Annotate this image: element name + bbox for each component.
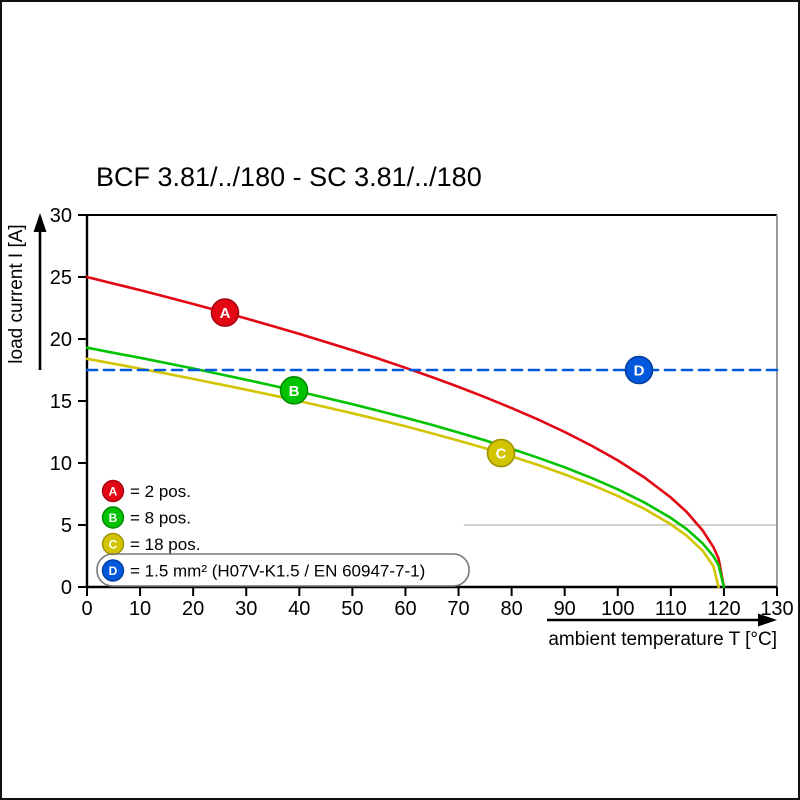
y-tick-label: 20 bbox=[50, 329, 72, 351]
x-tick-label: 70 bbox=[447, 598, 469, 620]
legend-label-C: = 18 pos. bbox=[130, 535, 200, 554]
x-tick-label: 50 bbox=[341, 598, 363, 620]
legend-marker-B bbox=[101, 506, 125, 529]
marker-letter-C: C bbox=[496, 446, 507, 463]
y-axis-arrow-icon bbox=[33, 213, 47, 232]
x-axis-arrow-icon bbox=[758, 613, 777, 627]
marker-letter-A: A bbox=[220, 305, 231, 322]
legend-letter-A: A bbox=[109, 485, 118, 499]
x-tick-label: 10 bbox=[129, 598, 151, 620]
legend-marker-D bbox=[101, 559, 125, 582]
curve-A bbox=[85, 275, 726, 589]
x-tick-label: 0 bbox=[81, 598, 92, 620]
x-tick-label: 40 bbox=[288, 598, 310, 620]
marker-B bbox=[279, 376, 309, 405]
x-tick-label: 90 bbox=[554, 598, 576, 620]
y-tick-label: 25 bbox=[50, 267, 72, 289]
legend-label-D: = 1.5 mm² (H07V-K1.5 / EN 60947-7-1) bbox=[130, 562, 425, 581]
legend-box-D bbox=[96, 553, 470, 587]
marker-C bbox=[486, 438, 516, 468]
y-tick-label: 0 bbox=[61, 577, 72, 599]
y-axis-label: load current I [A] bbox=[6, 224, 27, 363]
x-tick-label: 30 bbox=[235, 598, 257, 620]
chart-title: BCF 3.81/../180 - SC 3.81/../180 bbox=[96, 162, 482, 192]
marker-letter-B: B bbox=[289, 383, 300, 400]
x-tick-label: 60 bbox=[394, 598, 416, 620]
x-tick-label: 120 bbox=[707, 598, 740, 620]
legend-letter-B: B bbox=[109, 511, 118, 525]
curve-C bbox=[85, 357, 720, 589]
legend-marker-A bbox=[101, 479, 125, 503]
marker-D bbox=[624, 355, 654, 385]
x-tick-label: 100 bbox=[601, 598, 634, 620]
legend-label-B: = 8 pos. bbox=[130, 509, 191, 528]
legend-label-A: = 2 pos. bbox=[130, 482, 191, 501]
legend-letter-D: D bbox=[109, 564, 118, 578]
y-tick-label: 15 bbox=[50, 391, 72, 413]
legend-letter-C: C bbox=[109, 538, 118, 552]
marker-A bbox=[210, 298, 240, 327]
marker-letter-D: D bbox=[634, 363, 645, 380]
y-tick-label: 5 bbox=[61, 515, 72, 537]
x-tick-label: 20 bbox=[182, 598, 204, 620]
x-tick-label: 110 bbox=[655, 598, 687, 620]
y-tick-label: 30 bbox=[50, 205, 72, 227]
y-tick-label: 10 bbox=[50, 453, 72, 475]
x-axis-label: ambient temperature T [°C] bbox=[548, 629, 777, 650]
x-tick-label: 80 bbox=[500, 598, 522, 620]
x-tick-label: 130 bbox=[760, 598, 793, 620]
